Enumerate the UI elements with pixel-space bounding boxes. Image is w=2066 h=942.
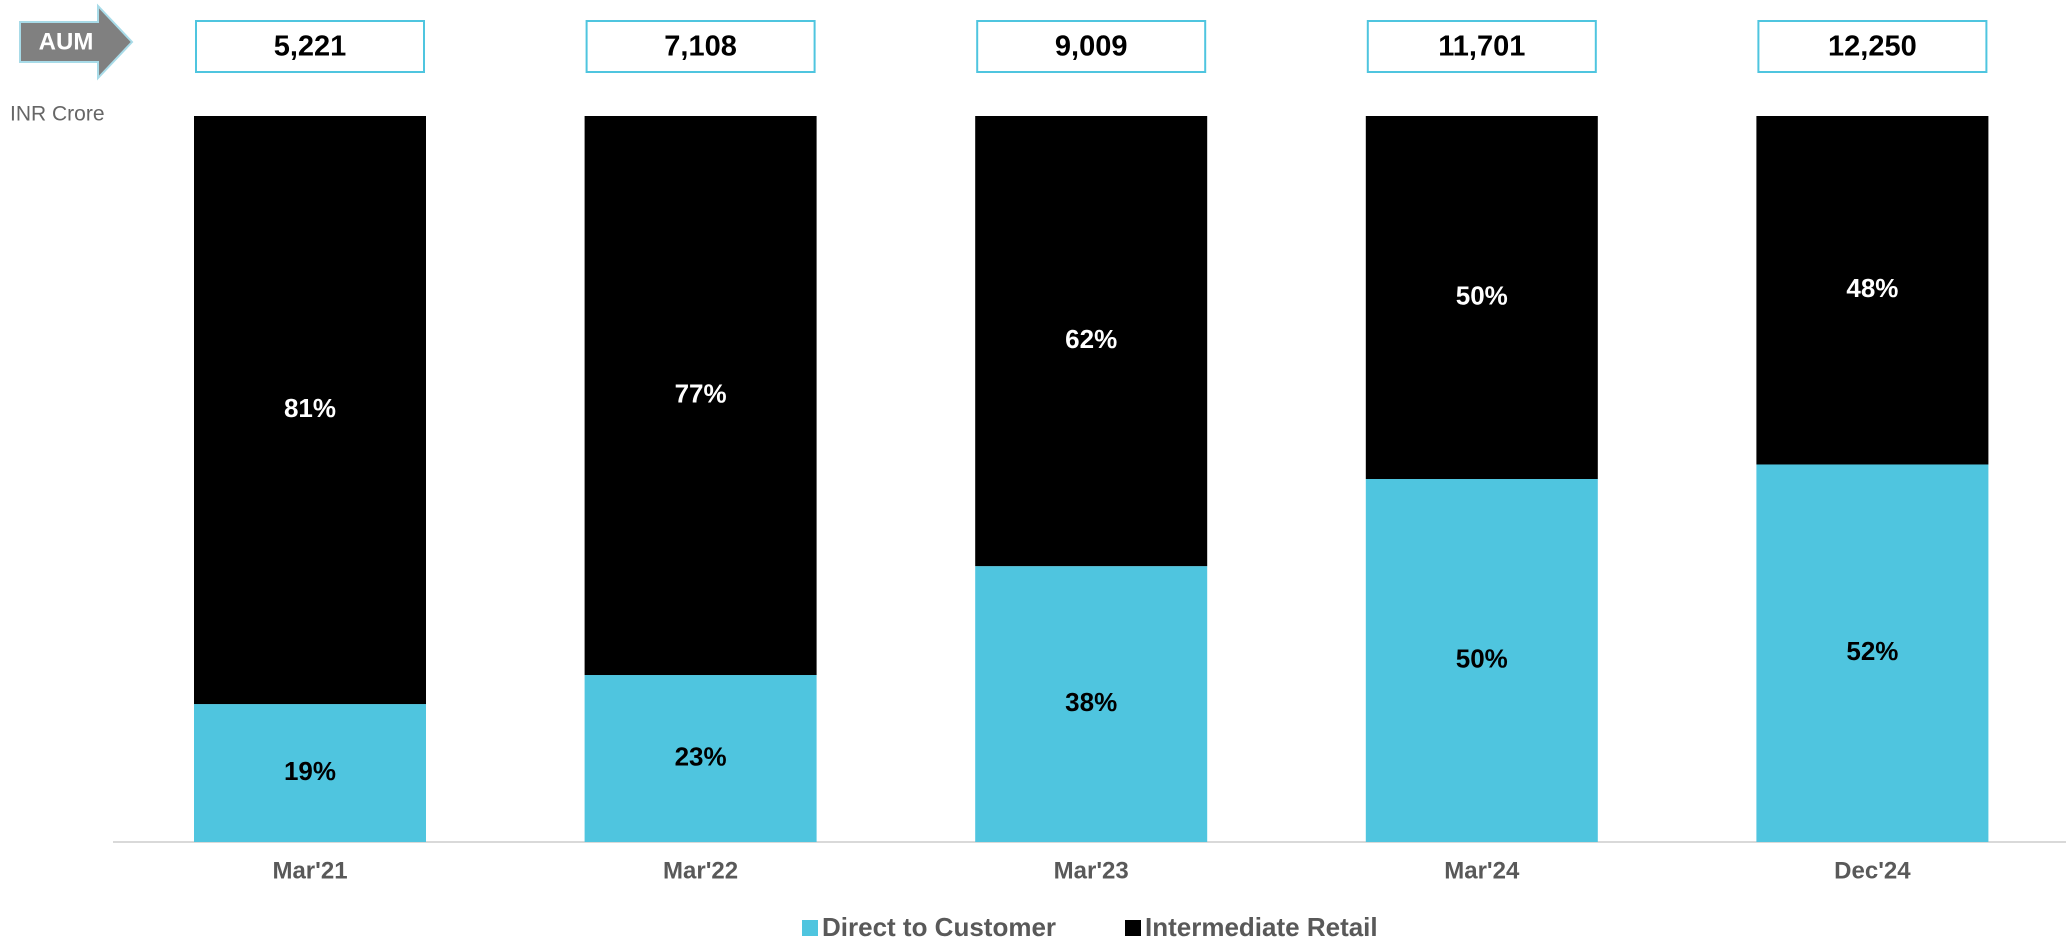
legend-label: Intermediate Retail (1145, 912, 1378, 942)
aum-box (1366, 20, 1597, 73)
x-tick-label: Dec'24 (1834, 857, 1911, 884)
bar-segment (1756, 116, 1989, 465)
bar-segment (584, 675, 817, 842)
aum-value: 5,221 (274, 31, 347, 63)
aum-value: 7,108 (664, 31, 737, 63)
data-label: 48% (1846, 273, 1898, 303)
aum-box (585, 20, 816, 73)
data-label: 50% (1456, 643, 1508, 673)
bar-segment (975, 566, 1208, 842)
x-tick-label: Mar'23 (1054, 857, 1129, 884)
data-label: 77% (675, 378, 727, 408)
bar-segment (194, 704, 426, 842)
data-label: 62% (1065, 324, 1117, 354)
bar-segment (1365, 479, 1598, 842)
x-tick-label: Mar'21 (272, 857, 347, 884)
bar-segment (194, 116, 426, 705)
aum-value: 11,701 (1438, 31, 1525, 63)
legend-swatch (1125, 920, 1141, 936)
unit-label: INR Crore (10, 103, 105, 126)
bar-segment (1365, 116, 1598, 479)
x-tick-label: Mar'24 (1444, 857, 1520, 884)
aum-box (976, 20, 1207, 73)
legend-label: Direct to Customer (822, 912, 1056, 942)
legend-swatch (802, 920, 818, 936)
aum-box (1757, 20, 1988, 73)
x-tick-label: Mar'22 (663, 857, 738, 884)
data-label: 23% (675, 741, 727, 771)
data-label: 52% (1846, 636, 1898, 666)
aum-value: 9,009 (1055, 31, 1128, 63)
aum-arrow (19, 3, 134, 81)
data-label: 81% (284, 393, 336, 423)
data-label: 38% (1065, 687, 1117, 717)
bar-segment (584, 116, 817, 676)
bar-segment (1756, 464, 1989, 842)
bar-segment (975, 116, 1208, 567)
data-label: 50% (1456, 280, 1508, 310)
aum-box (195, 20, 425, 73)
aum-label: AUM (39, 28, 94, 55)
aum-value: 12,250 (1828, 31, 1917, 63)
data-label: 19% (284, 756, 336, 786)
